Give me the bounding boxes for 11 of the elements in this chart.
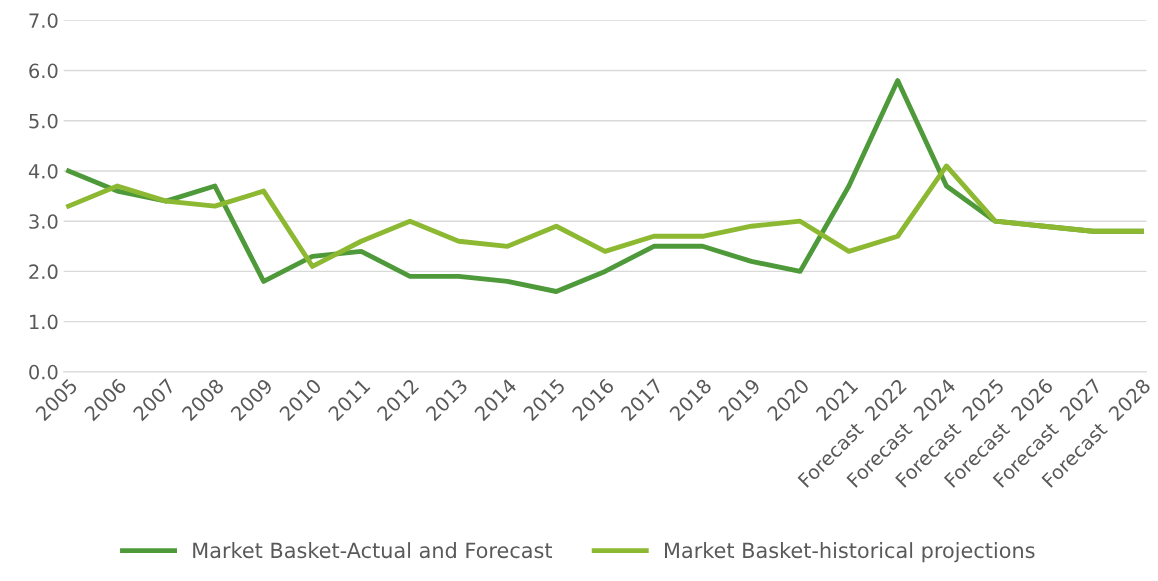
y-tick-label: 5.0 [29,113,58,129]
y-tick-label: 2.0 [29,264,58,280]
y-tick-label: 4.0 [28,163,58,179]
line-series [66,163,1144,269]
y-tick-label: 0.0 [29,364,58,380]
legend-label: Market Basket-historical projections [665,542,1035,563]
y-tick-label: 3.0 [29,214,58,229]
y-tick-label: 1.0 [30,314,58,330]
y-tick-label: 6.0 [29,63,58,79]
y-tick-label: 7.0 [29,13,58,28]
legend-label: Market Basket-Actual and Forecast [193,542,553,559]
